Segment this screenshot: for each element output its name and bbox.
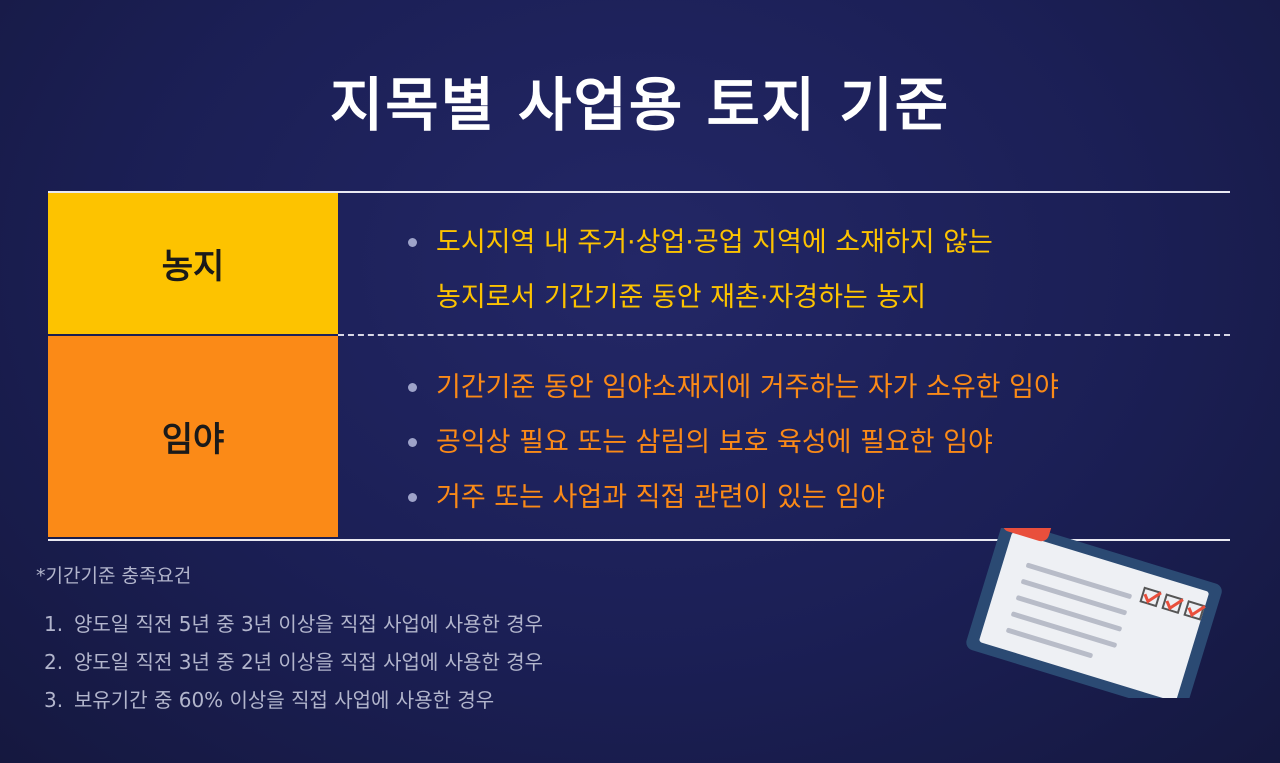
forest-criteria: 기간기준 동안 임야소재지에 거주하는 자가 소유한 임야 공익상 필요 또는 … xyxy=(408,360,1059,525)
requirement-text: 보유기간 중 60% 이상을 직접 사업에 사용한 경우 xyxy=(74,688,495,712)
row-divider xyxy=(338,334,1230,336)
requirement-number: 2. xyxy=(44,650,64,674)
row-label-forest: 임야 xyxy=(48,336,338,537)
requirement-item: 1. 양도일 직전 5년 중 3년 이상을 직접 사업에 사용한 경우 xyxy=(44,605,543,643)
footnote-heading: *기간기준 충족요건 xyxy=(36,565,192,587)
item-text: 거주 또는 사업과 직접 관련이 있는 임야 xyxy=(436,482,885,513)
bullet-icon xyxy=(408,438,417,447)
farmland-criteria: 도시지역 내 주거·상업·공업 지역에 소재하지 않는 농지로서 기간기준 동안… xyxy=(408,215,993,325)
list-item: 도시지역 내 주거·상업·공업 지역에 소재하지 않는 xyxy=(408,215,993,270)
page-title: 지목별 사업용 토지 기준 xyxy=(329,71,951,139)
criteria-table: 농지 도시지역 내 주거·상업·공업 지역에 소재하지 않는 농지로서 기간기준… xyxy=(48,191,1230,541)
list-item: 기간기준 동안 임야소재지에 거주하는 자가 소유한 임야 xyxy=(408,360,1059,415)
list-item: 거주 또는 사업과 직접 관련이 있는 임야 xyxy=(408,470,1059,525)
requirement-text: 양도일 직전 5년 중 3년 이상을 직접 사업에 사용한 경우 xyxy=(74,612,544,636)
table-row-forest: 임야 기간기준 동안 임야소재지에 거주하는 자가 소유한 임야 공익상 필요 … xyxy=(48,336,1230,537)
requirements-list: 1. 양도일 직전 5년 중 3년 이상을 직접 사업에 사용한 경우 2. 양도일… xyxy=(44,605,543,719)
requirement-item: 2. 양도일 직전 3년 중 2년 이상을 직접 사업에 사용한 경우 xyxy=(44,643,543,681)
requirement-number: 1. xyxy=(44,612,64,636)
requirement-item: 3. 보유기간 중 60% 이상을 직접 사업에 사용한 경우 xyxy=(44,681,543,719)
bullet-icon xyxy=(408,238,417,247)
row-label-farmland: 농지 xyxy=(48,193,338,334)
list-item-continuation: 농지로서 기간기준 동안 재촌·자경하는 농지 xyxy=(436,282,927,313)
table-row-farmland: 농지 도시지역 내 주거·상업·공업 지역에 소재하지 않는 농지로서 기간기준… xyxy=(48,193,1230,334)
requirement-text: 양도일 직전 3년 중 2년 이상을 직접 사업에 사용한 경우 xyxy=(74,650,544,674)
bullet-icon xyxy=(408,383,417,392)
item-text: 도시지역 내 주거·상업·공업 지역에 소재하지 않는 xyxy=(436,227,993,258)
requirement-number: 3. xyxy=(44,688,64,712)
item-text: 공익상 필요 또는 삼림의 보호 육성에 필요한 임야 xyxy=(436,427,993,458)
bullet-icon xyxy=(408,493,417,502)
item-text: 기간기준 동안 임야소재지에 거주하는 자가 소유한 임야 xyxy=(436,372,1059,403)
clipboard-checklist-icon xyxy=(966,528,1222,698)
list-item: 공익상 필요 또는 삼림의 보호 육성에 필요한 임야 xyxy=(408,415,1059,470)
